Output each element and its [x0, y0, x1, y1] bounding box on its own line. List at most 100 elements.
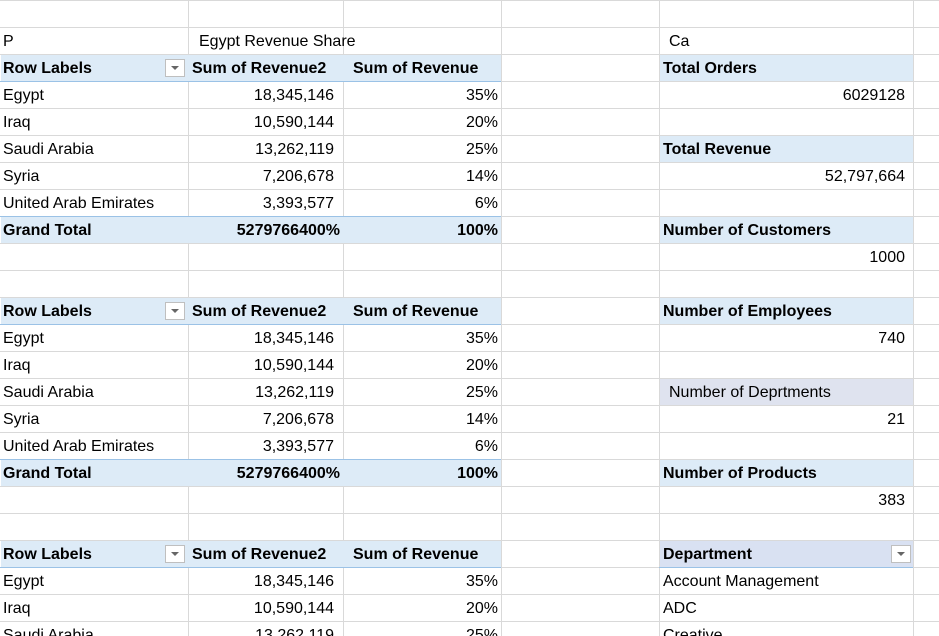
row-label: United Arab Emirates: [3, 195, 155, 212]
grid-line: [0, 54, 939, 55]
revenue-value: 18,345,146: [253, 87, 334, 104]
pivot-header-border: [0, 567, 501, 568]
row-label: Syria: [3, 411, 40, 428]
grid-line: [913, 0, 914, 636]
revenue-value: 13,262,119: [255, 141, 334, 158]
filter-dropdown[interactable]: [165, 59, 185, 77]
grid-line: [0, 189, 939, 190]
filter-dropdown[interactable]: [165, 545, 185, 563]
kpi-value: 1000: [869, 249, 905, 266]
pivot-header-border: [0, 81, 501, 82]
grand-total-fill: [1, 217, 501, 243]
kpi-label: Number of Customers: [663, 222, 832, 239]
filter-dropdown[interactable]: [165, 302, 185, 320]
row-label: Egypt: [3, 573, 44, 590]
row-label: Iraq: [3, 600, 31, 617]
revenue-value: 18,345,146: [253, 330, 334, 347]
grid-line: [0, 594, 939, 595]
department-item: Creative: [663, 627, 723, 636]
kpi-value: 21: [887, 411, 905, 428]
revenue-share: 35%: [465, 87, 498, 104]
revenue-share: 6%: [474, 438, 498, 455]
row-label: Syria: [3, 168, 40, 185]
grid-line: [0, 540, 939, 541]
pivot-header: Sum of Revenue: [353, 303, 479, 320]
grid-line: [0, 243, 939, 244]
revenue-value: 10,590,144: [253, 600, 334, 617]
row-label: Iraq: [3, 114, 31, 131]
dropdown-arrow: [171, 66, 179, 70]
grid-line: [501, 0, 502, 636]
revenue-value: 10,590,144: [253, 114, 334, 131]
grid-line: [0, 621, 939, 622]
grid-line: [0, 27, 939, 28]
revenue-share: 25%: [465, 141, 498, 158]
grid-line: [0, 405, 939, 406]
grid-line: [0, 108, 939, 109]
department-header-border: [659, 567, 913, 568]
grid-line: [0, 378, 939, 379]
kpi-value: 383: [878, 492, 905, 509]
grand-total-border: [0, 459, 501, 460]
revenue-share: 20%: [465, 114, 498, 131]
pivot-header-fill: [1, 55, 501, 81]
department-header-fill: [660, 541, 913, 567]
revenue-share: 20%: [465, 357, 498, 374]
grand-total-fill: [1, 460, 501, 486]
kpi-header-fill: [660, 460, 913, 486]
row-label: United Arab Emirates: [3, 438, 155, 455]
grand-total-label: Grand Total: [3, 465, 92, 482]
grand-total-value: 5279766400%: [236, 222, 340, 239]
grid-line: [0, 270, 939, 271]
revenue-value: 18,345,146: [253, 573, 334, 590]
dropdown-arrow: [171, 552, 179, 556]
grid-line: [0, 351, 939, 352]
revenue-share: 35%: [465, 330, 498, 347]
revenue-value: 3,393,577: [262, 195, 334, 212]
department-item: ADC: [663, 600, 697, 617]
kpi-label: Number of Deprtments: [669, 384, 831, 401]
pivot-header-fill: [1, 298, 501, 324]
grand-total-label: Grand Total: [3, 222, 92, 239]
row-label: Iraq: [3, 357, 31, 374]
kpi-value: 740: [878, 330, 905, 347]
grid-line: [0, 486, 939, 487]
kpi-header-fill: [660, 136, 913, 162]
kpi-label: Total Orders: [663, 60, 757, 77]
grid-line: [0, 432, 939, 433]
pivot-header-fill: [1, 541, 501, 567]
kpi-header-fill: [660, 298, 913, 324]
cell-label: Egypt Revenue Share: [199, 33, 356, 50]
revenue-share: 20%: [465, 600, 498, 617]
pivot-header: Sum of Revenue2: [192, 546, 327, 563]
row-label: Egypt: [3, 87, 44, 104]
pivot-header: Sum of Revenue2: [192, 60, 327, 77]
revenue-share: 6%: [474, 195, 498, 212]
row-label: Egypt: [3, 330, 44, 347]
cell-label: P: [3, 33, 14, 50]
revenue-value: 13,262,119: [255, 627, 334, 636]
filter-dropdown[interactable]: [891, 545, 911, 563]
revenue-share: 14%: [465, 168, 498, 185]
pivot-header: Row Labels: [3, 546, 92, 563]
grid-line: [0, 0, 939, 1]
cell-label: Ca: [669, 33, 690, 50]
grand-total-border: [0, 216, 501, 217]
revenue-value: 13,262,119: [255, 384, 334, 401]
grand-total-value: 100%: [457, 222, 498, 239]
grand-total-value: 100%: [457, 465, 498, 482]
grid-line: [659, 0, 660, 636]
kpi-header-fill: [660, 379, 913, 405]
kpi-value: 52,797,664: [824, 168, 905, 185]
grand-total-value: 5279766400%: [236, 465, 340, 482]
revenue-value: 7,206,678: [262, 168, 334, 185]
grid-line: [0, 135, 939, 136]
kpi-header-fill: [660, 55, 913, 81]
revenue-share: 25%: [465, 627, 498, 636]
kpi-label: Number of Employees: [663, 303, 832, 320]
pivot-header: Sum of Revenue2: [192, 303, 327, 320]
row-label: Saudi Arabia: [3, 384, 94, 401]
department-item: Account Management: [663, 573, 819, 590]
revenue-share: 14%: [465, 411, 498, 428]
